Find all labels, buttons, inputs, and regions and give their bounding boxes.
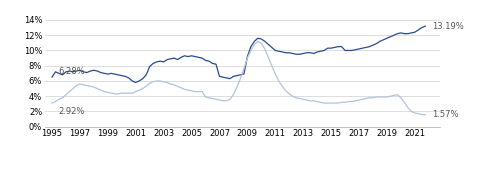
Line: Interest rate, cards assessed interest, less prime rate: Interest rate, cards assessed interest, …	[52, 26, 426, 83]
Charge-off rate	[419, 114, 425, 116]
Interest rate, cards assessed interest, less prime rate	[374, 43, 380, 45]
Interest rate, cards assessed interest, less prime rate	[49, 76, 55, 78]
Interest rate, cards assessed interest, less prime rate	[132, 81, 138, 84]
Charge-off rate	[224, 100, 230, 102]
Charge-off rate	[422, 114, 428, 116]
Charge-off rate	[49, 102, 55, 104]
Text: 1.57%: 1.57%	[432, 110, 459, 119]
Interest rate, cards assessed interest, less prime rate	[419, 27, 425, 29]
Text: 2.92%: 2.92%	[58, 107, 84, 116]
Charge-off rate	[255, 40, 261, 42]
Interest rate, cards assessed interest, less prime rate	[349, 49, 355, 52]
Interest rate, cards assessed interest, less prime rate	[422, 25, 428, 27]
Charge-off rate	[349, 100, 355, 103]
Legend: Interest rate, cards assessed interest, less prime rate, Charge-off rate: Interest rate, cards assessed interest, …	[48, 174, 397, 176]
Text: 13.19%: 13.19%	[432, 22, 464, 31]
Interest rate, cards assessed interest, less prime rate	[227, 78, 233, 80]
Interest rate, cards assessed interest, less prime rate	[108, 72, 114, 74]
Interest rate, cards assessed interest, less prime rate	[88, 70, 94, 72]
Line: Charge-off rate: Charge-off rate	[52, 41, 426, 115]
Charge-off rate	[88, 85, 94, 87]
Charge-off rate	[374, 96, 380, 98]
Text: 6.28%: 6.28%	[58, 67, 85, 76]
Charge-off rate	[108, 92, 114, 94]
